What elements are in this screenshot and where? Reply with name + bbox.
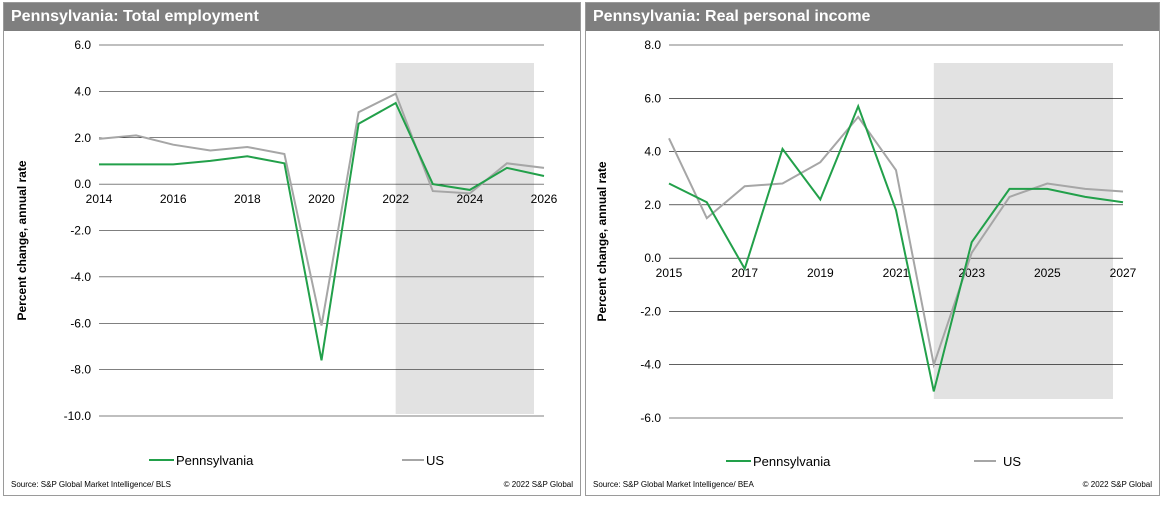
y-tick-label: 6.0 [74, 38, 91, 52]
source-note: Source: S&P Global Market Intelligence/ … [11, 480, 171, 489]
legend-label-pennsylvania: Pennsylvania [176, 453, 254, 468]
y-tick-label: 8.0 [644, 38, 661, 52]
y-axis-label: Percent change, annual rate [595, 161, 609, 321]
y-tick-label: -10.0 [64, 409, 92, 423]
x-tick-label: 2022 [382, 192, 409, 206]
y-axis-label: Percent change, annual rate [15, 160, 29, 320]
y-tick-label: -2.0 [70, 224, 91, 238]
panel-header: Pennsylvania: Real personal income [586, 3, 1159, 31]
y-tick-label: -6.0 [640, 411, 661, 425]
legend-label-pennsylvania: Pennsylvania [753, 454, 831, 469]
chart-title: Pennsylvania: Real personal income [593, 8, 871, 25]
y-tick-label: -4.0 [70, 270, 91, 284]
y-tick-label: -2.0 [640, 304, 661, 318]
x-tick-label: 2025 [1034, 266, 1061, 280]
y-tick-label: 0.0 [644, 251, 661, 265]
y-tick-label: -6.0 [70, 316, 91, 330]
chart-income: 8.0 6.0 4.0 2.0 0.0 -2.0 -4.0 -6.0 2015 2017 2019 2… [595, 38, 1137, 469]
x-tick-label: 2027 [1110, 266, 1137, 280]
legend-label-us: US [426, 453, 444, 468]
x-tick-label: 2021 [883, 266, 910, 280]
chart-employment: 6.0 4.0 2.0 0.0 -2.0 -4.0 -6.0 -8.0 -10.0 2014 201… [15, 38, 558, 468]
chart-panel-income: Pennsylvania: Real personal income 8.0 6.… [585, 2, 1160, 496]
x-tick-label: 2020 [308, 192, 335, 206]
y-tick-label: 6.0 [644, 91, 661, 105]
panel-header: Pennsylvania: Total employment [4, 3, 580, 31]
x-tick-label: 2015 [656, 266, 683, 280]
series-line-us [98, 92, 545, 326]
x-tick-label: 2018 [234, 192, 261, 206]
x-tick-label: 2014 [86, 192, 113, 206]
x-tick-label: 2017 [731, 266, 758, 280]
x-tick-label: 2026 [531, 192, 558, 206]
series-line-us [668, 115, 1124, 369]
y-tick-label: 2.0 [74, 131, 91, 145]
y-tick-label: -4.0 [640, 358, 661, 372]
y-tick-label: 4.0 [74, 84, 91, 98]
x-tick-label: 2016 [160, 192, 187, 206]
y-tick-label: -8.0 [70, 363, 91, 377]
x-tick-label: 2019 [807, 266, 834, 280]
y-tick-label: 4.0 [644, 145, 661, 159]
series-line-pennsylvania [99, 101, 545, 361]
source-note: Source: S&P Global Market Intelligence/ … [593, 480, 754, 489]
y-tick-label: 0.0 [74, 177, 91, 191]
chart-title: Pennsylvania: Total employment [11, 8, 259, 25]
series-line-pennsylvania [668, 103, 1124, 392]
y-tick-label: 2.0 [644, 198, 661, 212]
copyright-note: © 2022 S&P Global [1082, 480, 1152, 489]
chart-panel-employment: Pennsylvania: Total employment 6.0 4.0 2.0… [3, 2, 581, 496]
legend-label-us: US [1003, 454, 1021, 469]
copyright-note: © 2022 S&P Global [503, 480, 573, 489]
x-tick-label: 2024 [456, 192, 483, 206]
forecast-shade [933, 63, 1113, 399]
forecast-shade [395, 63, 534, 414]
